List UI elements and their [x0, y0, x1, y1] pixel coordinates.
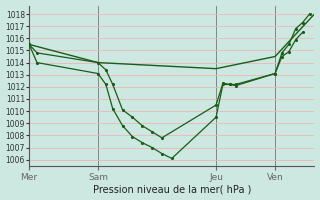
- X-axis label: Pression niveau de la mer( hPa ): Pression niveau de la mer( hPa ): [92, 184, 251, 194]
